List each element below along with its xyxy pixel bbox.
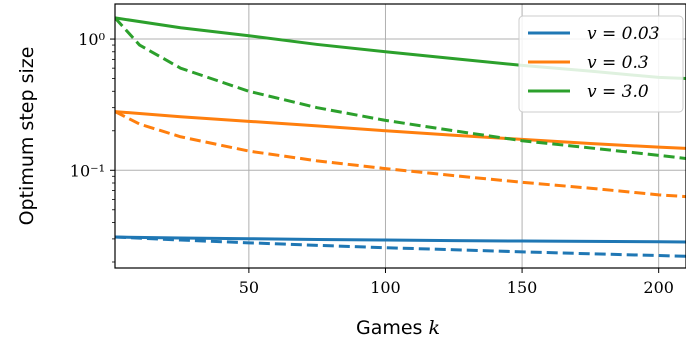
legend-box — [518, 15, 684, 113]
series-line-6 — [115, 16, 686, 160]
legend: v = 0.03 v = 0.3 v = 3.0 — [518, 15, 684, 113]
y-tick-label: 10⁰ — [78, 30, 105, 49]
y-axis-title: Optimum step size — [16, 47, 38, 226]
series-line-4 — [115, 110, 686, 199]
series-line-2 — [115, 235, 686, 258]
x-tick-label: 100 — [370, 278, 401, 297]
legend-label: v = 0.3 — [587, 53, 649, 73]
x-tick-label: 150 — [507, 278, 538, 297]
series-line-3 — [115, 110, 686, 150]
x-axis-title: Games k — [356, 317, 440, 339]
plot-frame — [114, 3, 686, 269]
y-tick-label: 10⁻¹ — [70, 161, 105, 180]
x-tick-label: 200 — [643, 278, 674, 297]
series-line-1 — [115, 235, 686, 244]
x-tick-label: 50 — [239, 278, 259, 297]
ticks: 50 100 150 200 10⁰ 10⁻¹ — [70, 30, 674, 297]
legend-label: v = 3.0 — [587, 82, 649, 102]
legend-label: v = 0.03 — [587, 24, 660, 44]
series-layer — [115, 16, 686, 258]
